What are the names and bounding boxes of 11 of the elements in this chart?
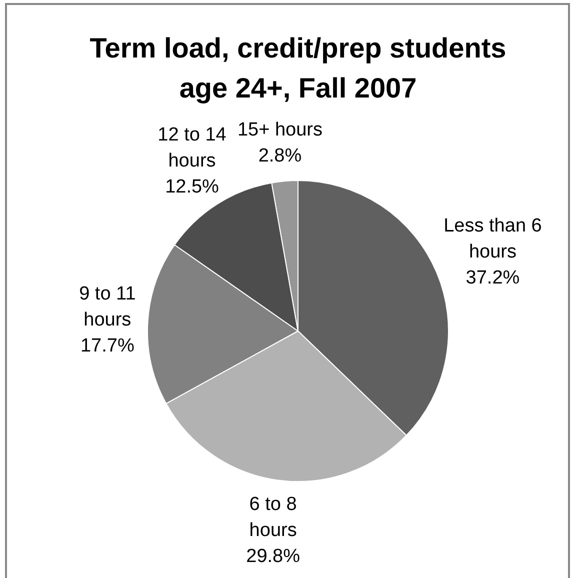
- chart-title: Term load, credit/prep students age 24+, Fall 2007: [90, 32, 506, 104]
- data-label: 12.5%: [165, 176, 220, 198]
- data-label: 17.7%: [80, 335, 134, 356]
- data-label: 37.2%: [466, 267, 520, 288]
- slice-label: Less than 6 hours: [444, 215, 542, 262]
- slice-label: 12 to 14 hours: [158, 124, 227, 172]
- slice-label: 6 to 8 hours: [249, 494, 297, 541]
- data-label: 2.8%: [258, 145, 302, 166]
- slice-label: 15+ hours: [237, 119, 323, 140]
- data-label: 29.8%: [246, 546, 300, 567]
- slice-label: 9 to 11 hours: [79, 283, 136, 330]
